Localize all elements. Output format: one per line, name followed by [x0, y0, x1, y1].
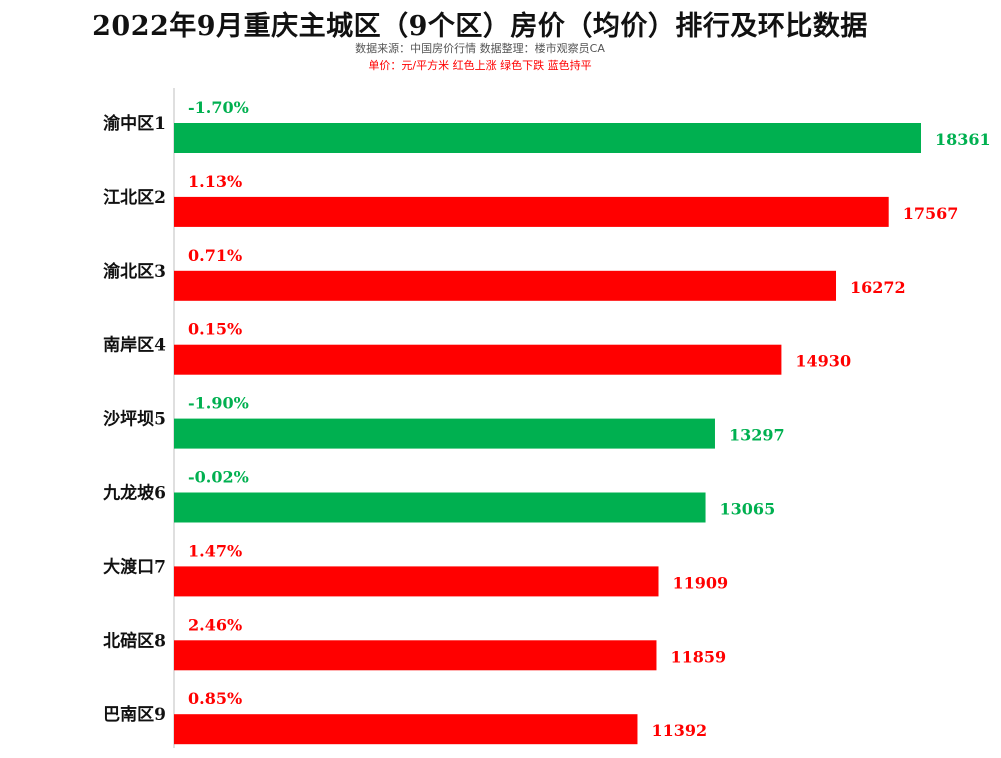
category-label: 渝中区1 — [103, 113, 166, 134]
value-label: 11909 — [673, 573, 729, 592]
bar — [174, 418, 715, 449]
value-label: 18361 — [935, 130, 991, 149]
change-label: -1.70% — [188, 98, 249, 117]
value-label: 17567 — [903, 204, 959, 223]
bar — [174, 270, 837, 301]
change-label: 2.46% — [188, 615, 242, 634]
change-label: -0.02% — [188, 468, 249, 487]
change-label: -1.90% — [188, 394, 249, 413]
bar — [174, 196, 889, 227]
category-label: 北碚区8 — [103, 630, 166, 651]
bar — [174, 714, 638, 745]
value-label: 16272 — [850, 278, 906, 297]
category-label: 大渡口7 — [103, 556, 166, 577]
chart-legend-note: 单价：元/平方米 红色上涨 绿色下跌 蓝色持平 — [368, 59, 592, 72]
bar — [174, 492, 706, 523]
category-label: 巴南区9 — [103, 704, 166, 725]
value-label: 13065 — [720, 500, 776, 519]
bar — [174, 123, 921, 153]
category-label: 渝北区3 — [103, 261, 166, 282]
bar — [174, 344, 782, 375]
change-label: 0.15% — [188, 320, 242, 339]
value-label: 11859 — [670, 647, 726, 666]
bar — [174, 640, 657, 671]
change-label: 0.85% — [188, 689, 242, 708]
category-label: 沙坪坝5 — [103, 410, 166, 430]
change-label: 1.47% — [188, 541, 242, 560]
bar — [174, 566, 659, 597]
value-label: 14930 — [795, 352, 851, 371]
change-label: 0.71% — [188, 246, 242, 265]
value-label: 11392 — [651, 721, 707, 740]
chart-title: 2022年9月重庆主城区（9个区）房价（均价）排行及环比数据 — [92, 11, 868, 42]
value-label: 13297 — [729, 426, 785, 445]
chart-subtitle: 数据来源：中国房价行情 数据整理：楼市观察员CA — [355, 42, 605, 55]
category-label: 九龙坡6 — [102, 483, 166, 504]
change-label: 1.13% — [188, 172, 242, 191]
category-label: 江北区2 — [103, 188, 166, 208]
category-label: 南岸区4 — [103, 335, 166, 356]
